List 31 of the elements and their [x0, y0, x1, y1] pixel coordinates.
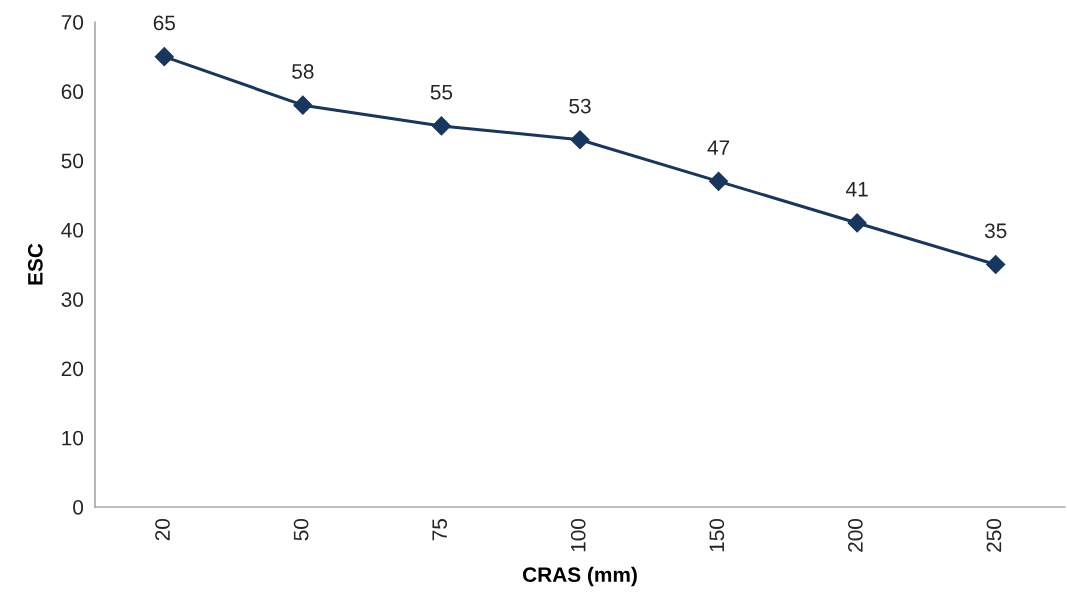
point [986, 254, 1006, 275]
data-label: 41 [846, 182, 868, 197]
data-label: 55 [430, 85, 453, 100]
y-tick-label: 30 [61, 292, 84, 307]
y-tick-label: 50 [61, 153, 84, 169]
point [431, 116, 451, 136]
x-tick-label: 200 [847, 518, 863, 552]
x-tick-label: 100 [570, 518, 586, 552]
y-axis-title: ESC [27, 243, 43, 285]
y-tick-label: 60 [61, 84, 84, 100]
point [847, 213, 867, 233]
y-tick-label: 10 [62, 430, 84, 446]
point [709, 171, 729, 191]
data-label: 53 [569, 98, 591, 114]
y-tick-label: 0 [73, 500, 84, 515]
x-tick-label: 75 [432, 518, 448, 541]
x-axis-title: CRAS (mm) [522, 566, 637, 587]
y-tick-label: 70 [61, 15, 84, 30]
data-label: 35 [984, 223, 1007, 239]
data-label: 58 [292, 64, 314, 79]
x-tick-label: 150 [709, 518, 725, 552]
y-tick-label: 20 [61, 361, 84, 377]
data-label: 65 [153, 15, 175, 31]
y-tick-label: 40 [61, 222, 84, 238]
data-label: 47 [707, 140, 730, 155]
point [293, 95, 313, 115]
x-tick-label: 250 [986, 518, 1002, 552]
point [570, 130, 590, 150]
x-tick-label: 20 [155, 518, 170, 541]
x-tick-label: 50 [293, 518, 309, 541]
point [154, 47, 174, 67]
